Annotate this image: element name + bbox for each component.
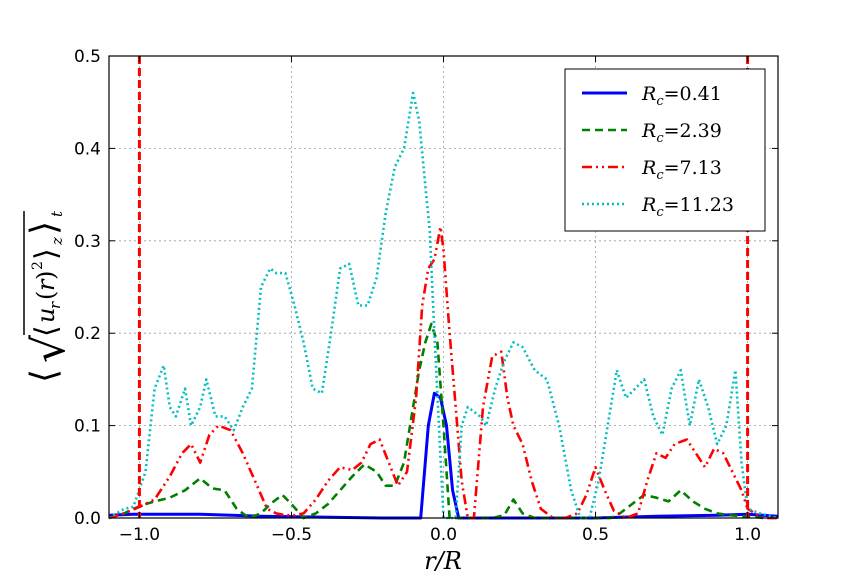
ylabel-u: u: [32, 308, 60, 323]
x-tick-label-3: 0.5: [582, 525, 609, 545]
y-tick-label-4: 0.4: [74, 139, 101, 159]
series-line-3: [108, 91, 779, 520]
legend-label-0: Rc=0.41: [641, 83, 722, 109]
y-tick-label-5: 0.5: [74, 47, 101, 67]
y-tick-label-3: 0.3: [74, 232, 101, 252]
legend-label-3: Rc=11.23: [641, 194, 734, 220]
ylabel-inner-langle: ⟨: [29, 325, 64, 337]
legend-label-1: Rc=2.39: [641, 120, 722, 146]
ylabel-langle: ⟨: [24, 369, 65, 383]
ylabel-inner-rangle: ⟩: [29, 248, 64, 260]
y-tick-label-1: 0.1: [74, 417, 101, 437]
series-line-2: [108, 225, 778, 520]
x-tick-label-2: 0.0: [430, 525, 457, 545]
ylabel-r-sub: r: [46, 301, 64, 309]
ylabel-paren-close: ): [32, 271, 60, 280]
x-axis-label: r/R: [424, 547, 462, 575]
series-line-1: [108, 322, 778, 520]
y-axis-label: ⟨ √ ⟨ u r ( r ) 2 ⟩ z ⟩ t: [23, 210, 75, 383]
ylabel-square: 2: [30, 261, 46, 270]
x-tick-label-0: −1.0: [119, 525, 160, 545]
x-tick-label-1: −0.5: [271, 525, 312, 545]
legend: Rc=0.41 Rc=2.39 Rc=7.13 Rc=11.23: [564, 68, 766, 232]
legend-label-2: Rc=7.13: [641, 157, 722, 183]
ylabel-paren-open: (: [32, 291, 60, 300]
axis-ticks: −1.0 −0.5 0.0 0.5 1.0 0.0 0.1 0.2 0.3 0.4 0.5: [74, 47, 778, 545]
y-tick-label-2: 0.2: [74, 324, 101, 344]
ylabel-rangle: ⟩: [24, 221, 65, 235]
ylabel-z-sub: z: [48, 237, 66, 246]
ylabel-t-sub: t: [48, 210, 66, 217]
ylabel-sqrt: √: [24, 334, 75, 363]
y-tick-label-0: 0.0: [74, 509, 101, 529]
x-tick-label-4: 1.0: [734, 525, 761, 545]
ylabel-r: r: [32, 278, 60, 291]
